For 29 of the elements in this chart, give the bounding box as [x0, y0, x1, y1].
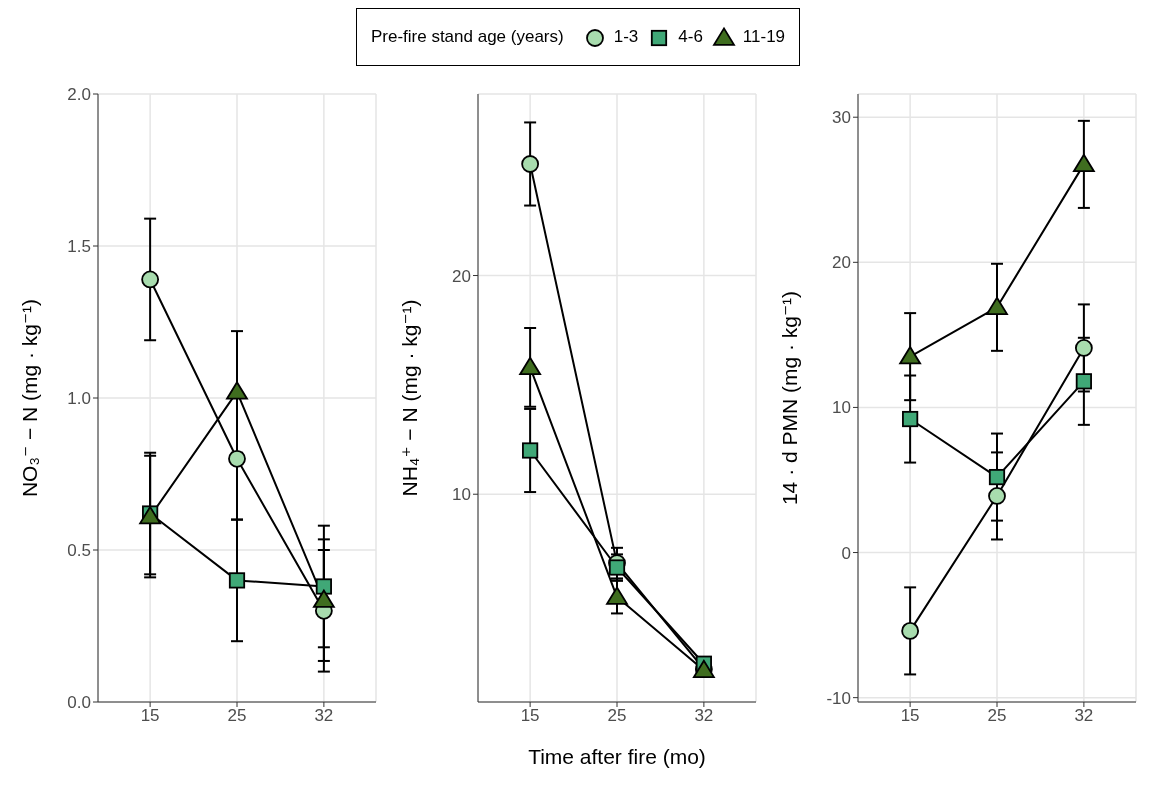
y-tick-label: 10	[452, 485, 471, 505]
y-tick-label: 1.0	[67, 389, 91, 409]
x-tick-label: 25	[987, 706, 1007, 726]
x-tick-label: 25	[227, 706, 247, 726]
y-axis-title: NH₄⁺ − N (mg · kg⁻¹)	[398, 299, 422, 497]
y-tick-label: 20	[452, 266, 471, 286]
legend-title: Pre-fire stand age (years)	[370, 27, 564, 47]
x-tick-label: 32	[1074, 706, 1094, 726]
legend-label: 11-19	[742, 27, 786, 47]
x-tick-label: 32	[314, 706, 334, 726]
y-axis-title: 14 · d PMN (mg · kg⁻¹)	[778, 290, 802, 506]
y-tick-label: 1.5	[67, 237, 91, 257]
x-tick-label: 15	[520, 706, 540, 726]
x-tick-label: 32	[694, 706, 714, 726]
x-axis-title: Time after fire (mo)	[528, 745, 706, 768]
x-tick-label: 25	[607, 706, 627, 726]
x-tick-label: 15	[900, 706, 920, 726]
y-tick-label: -10	[826, 688, 851, 708]
x-tick-label: 15	[140, 706, 160, 726]
y-tick-label: 0.0	[67, 693, 91, 713]
y-tick-label: 0.5	[67, 541, 91, 561]
y-tick-label: 20	[832, 253, 851, 273]
y-tick-label: 2.0	[67, 85, 91, 105]
y-tick-label: 0	[841, 543, 851, 563]
legend-label: 1-3	[613, 27, 639, 47]
y-tick-label: 30	[832, 108, 851, 128]
y-tick-label: 10	[832, 398, 851, 418]
legend-label: 4-6	[678, 27, 703, 47]
y-axis-title: NO₃⁻ − N (mg · kg⁻¹)	[18, 298, 42, 498]
